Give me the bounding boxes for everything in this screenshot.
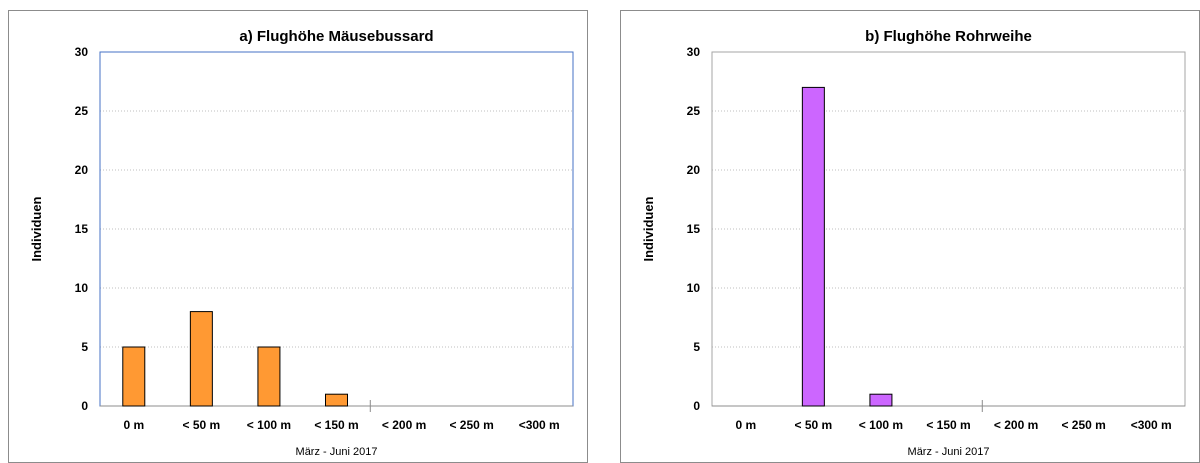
x-tick-label: < 150 m: [926, 418, 970, 432]
y-tick-label: 10: [75, 281, 89, 295]
chart-a: a) Flughöhe Mäusebussard 0 5 10 15 20 25 30 0 m <…: [8, 10, 588, 463]
y-axis-label: Individuen: [29, 196, 44, 261]
y-tick-label: 20: [687, 163, 701, 177]
y-tick-label: 30: [75, 45, 89, 59]
bar: [257, 346, 281, 407]
x-tick-label: < 250 m: [1061, 418, 1105, 432]
chart-title: b) Flughöhe Rohrweihe: [865, 28, 1032, 45]
y-tick-label: 15: [75, 222, 89, 236]
x-axis-label: März - Juni 2017: [908, 446, 990, 458]
y-tick-label: 5: [81, 340, 88, 354]
x-tick-label: < 200 m: [382, 418, 426, 432]
x-tick-label: 0 m: [123, 418, 144, 432]
y-axis-label: Individuen: [641, 196, 656, 261]
x-tick-label: < 100 m: [859, 418, 903, 432]
bar: [801, 86, 825, 407]
x-tick-label: <300 m: [1131, 418, 1172, 432]
chart-frame: [620, 10, 1200, 463]
chart-panel-b: b) Flughöhe Rohrweihe 0 5 10 15 20 25 30 0 m < 50…: [620, 0, 1200, 463]
x-tick-label: <300 m: [519, 418, 560, 432]
y-tick-label: 10: [687, 281, 701, 295]
y-tick-label: 25: [687, 104, 701, 118]
y-tick-label: 0: [693, 399, 700, 413]
chart-b: b) Flughöhe Rohrweihe 0 5 10 15 20 25 30 0 m < 50…: [620, 10, 1200, 463]
x-tick-label: < 150 m: [314, 418, 358, 432]
bar: [325, 393, 348, 407]
bar: [122, 346, 146, 407]
x-tick-label: < 50 m: [183, 418, 221, 432]
x-tick-label: < 50 m: [795, 418, 833, 432]
bar: [869, 393, 893, 407]
y-tick-label: 5: [693, 340, 700, 354]
x-axis-label: März - Juni 2017: [296, 446, 378, 458]
x-tick-label: 0 m: [735, 418, 756, 432]
x-tick-label: < 100 m: [247, 418, 291, 432]
y-tick-label: 30: [687, 45, 701, 59]
y-tick-label: 20: [75, 163, 89, 177]
y-tick-label: 0: [81, 399, 88, 413]
chart-title: a) Flughöhe Mäusebussard: [239, 28, 433, 45]
chart-frame: [8, 10, 588, 463]
bar: [189, 311, 213, 407]
y-tick-label: 25: [75, 104, 89, 118]
chart-panel-a: a) Flughöhe Mäusebussard 0 5 10 15 20 25 30 0 m <…: [8, 0, 588, 463]
x-tick-label: < 200 m: [994, 418, 1038, 432]
x-tick-label: < 250 m: [449, 418, 493, 432]
y-tick-label: 15: [687, 222, 701, 236]
